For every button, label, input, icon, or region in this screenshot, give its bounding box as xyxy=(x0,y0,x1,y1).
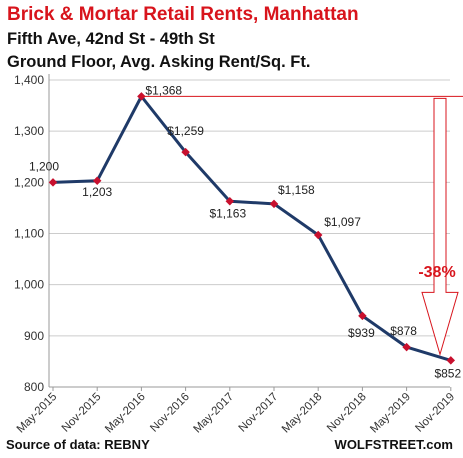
y-tick-labels: 800 900 1,000 1,100 1,200 1,300 1,400 xyxy=(14,73,44,394)
data-point xyxy=(313,230,323,240)
x-tick-label: Nov-2019 xyxy=(413,391,457,435)
data-label: $1,163 xyxy=(209,206,246,220)
decline-annotation: -38% xyxy=(141,95,463,357)
chart-subtitle-location: Fifth Ave, 42nd St - 49th St xyxy=(7,30,215,48)
data-label: $852 xyxy=(434,366,461,380)
data-label: $1,097 xyxy=(324,215,361,229)
data-point xyxy=(269,199,279,209)
series-rent xyxy=(48,92,456,365)
y-tick-label: 1,300 xyxy=(14,124,44,138)
y-tick-label: 800 xyxy=(24,380,44,394)
x-tick-labels: May-2015 Nov-2015 May-2016 Nov-2016 May-2017… xyxy=(15,391,457,436)
data-point xyxy=(446,356,456,365)
data-point xyxy=(92,176,102,186)
gridlines xyxy=(49,79,450,337)
series-line xyxy=(52,94,452,362)
chart-subtitle-measure: Ground Floor, Avg. Asking Rent/Sq. Ft. xyxy=(7,53,311,71)
y-tick-label: 1,200 xyxy=(14,175,44,189)
y-tick-label: 900 xyxy=(24,329,44,343)
source-note: Source of data: REBNY xyxy=(6,437,150,452)
data-point xyxy=(225,197,235,206)
data-label: $878 xyxy=(390,324,417,338)
data-label: $939 xyxy=(348,326,375,340)
data-label: $1,259 xyxy=(167,124,204,138)
x-tick-label: Nov-2017 xyxy=(237,391,281,435)
chart-title: Brick & Mortar Retail Rents, Manhattan xyxy=(7,4,359,25)
decline-percent-label: -38% xyxy=(418,264,455,281)
data-label: $1,158 xyxy=(278,183,315,197)
data-point xyxy=(358,311,367,321)
data-label: 1,200 xyxy=(29,159,59,173)
x-tick-label: May-2015 xyxy=(15,391,60,436)
y-tick-label: 1,100 xyxy=(14,227,44,241)
x-tick-label: May-2016 xyxy=(103,391,148,436)
x-tick-label: Nov-2015 xyxy=(60,391,104,435)
x-tick-label: Nov-2016 xyxy=(148,391,192,435)
y-tick-label: 1,000 xyxy=(14,278,44,292)
x-tick-label: May-2019 xyxy=(368,391,413,436)
decline-arrow xyxy=(421,97,459,357)
brand-credit: WOLFSTREET.com xyxy=(334,437,453,452)
data-labels: 1,200 1,203 $1,368 $1,259 $1,163 $1,158 $1,097… xyxy=(29,83,461,380)
x-tick-label: May-2018 xyxy=(280,391,325,436)
data-label: 1,203 xyxy=(82,185,112,199)
y-tick-label: 1,400 xyxy=(14,73,44,87)
x-tick-label: Nov-2018 xyxy=(325,391,369,435)
x-tick-label: May-2017 xyxy=(192,391,237,436)
data-point xyxy=(402,342,411,352)
axes xyxy=(48,74,452,391)
data-label: $1,368 xyxy=(145,83,182,97)
data-point xyxy=(48,178,58,187)
data-point xyxy=(181,147,190,157)
